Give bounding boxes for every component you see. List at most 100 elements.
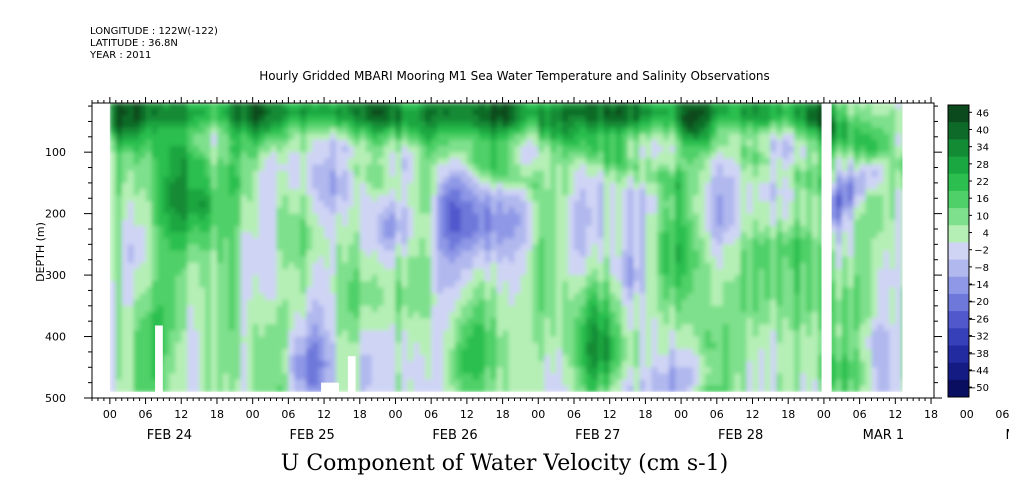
heatmap-cell: [199, 379, 206, 387]
heatmap-cell: [330, 268, 337, 276]
heatmap-cell: [312, 262, 319, 270]
heatmap-cell: [371, 367, 379, 375]
heatmap-cell: [591, 158, 599, 166]
heatmap-cell: [514, 225, 522, 233]
heatmap-cell: [609, 348, 617, 356]
heatmap-cell: [353, 305, 361, 313]
heatmap-cell: [359, 354, 367, 362]
heatmap-cell: [205, 225, 212, 233]
heatmap-cell: [276, 152, 284, 159]
heatmap-cell: [365, 262, 373, 270]
heatmap-cell: [526, 318, 533, 325]
heatmap-cell: [609, 189, 617, 196]
heatmap-cell: [710, 152, 718, 159]
heatmap-cell: [199, 164, 206, 172]
heatmap-cell: [449, 367, 456, 375]
heatmap-cell: [187, 250, 194, 258]
heatmap-cell: [454, 354, 462, 362]
heatmap-cell: [145, 189, 153, 196]
heatmap-cell: [199, 121, 206, 129]
heatmap-cell: [449, 133, 456, 141]
heatmap-cell: [651, 256, 658, 264]
heatmap-cell: [335, 121, 343, 129]
heatmap-cell: [538, 305, 545, 313]
heatmap-cell: [538, 244, 545, 252]
heatmap-cell: [532, 213, 539, 221]
heatmap-cell: [573, 152, 581, 159]
heatmap-cell: [157, 207, 165, 215]
heatmap-cell: [579, 318, 587, 325]
heatmap-cell: [687, 373, 694, 381]
heatmap-cell: [234, 367, 242, 375]
heatmap-cell: [205, 115, 212, 123]
heatmap-cell: [133, 318, 141, 325]
heatmap-cell: [472, 311, 480, 319]
heatmap-cell: [216, 268, 224, 276]
heatmap-cell: [544, 170, 551, 178]
heatmap-cell: [145, 379, 153, 387]
heatmap-cell: [270, 373, 278, 381]
heatmap-cell: [496, 256, 504, 264]
heatmap-cell: [710, 207, 718, 215]
heatmap-cell: [627, 385, 635, 393]
heatmap-cell: [371, 256, 379, 264]
heatmap-cell: [639, 176, 646, 184]
heatmap-cell: [121, 262, 129, 270]
heatmap-cell: [216, 213, 224, 221]
heatmap-cell: [615, 146, 623, 153]
heatmap-cell: [282, 299, 289, 307]
heatmap-cell: [193, 330, 200, 338]
heatmap-cell: [663, 244, 670, 252]
heatmap-cell: [341, 262, 349, 270]
heatmap-cell: [276, 354, 284, 362]
heatmap-cell: [121, 318, 129, 325]
heatmap-cell: [359, 361, 367, 368]
heatmap-cell: [294, 348, 301, 356]
heatmap-cell: [579, 109, 587, 116]
heatmap-cell: [496, 232, 504, 239]
heatmap-cell: [234, 139, 242, 147]
heatmap-cell: [383, 330, 391, 338]
heatmap-cell: [740, 121, 748, 129]
heatmap-cell: [460, 342, 468, 350]
heatmap-cell: [228, 139, 236, 147]
heatmap-cell: [133, 182, 141, 190]
heatmap-cell: [365, 250, 373, 258]
heatmap-cell: [133, 250, 141, 258]
heatmap-cell: [151, 342, 159, 350]
heatmap-cell: [175, 287, 182, 295]
heatmap-cell: [246, 213, 254, 221]
heatmap-cell: [389, 146, 397, 153]
heatmap-cell: [669, 170, 676, 178]
heatmap-cell: [460, 324, 468, 331]
heatmap-cell: [710, 244, 718, 252]
heatmap-cell: [276, 262, 284, 270]
heatmap-cell: [228, 311, 236, 319]
heatmap-cell: [514, 373, 522, 381]
heatmap-cell: [294, 361, 301, 368]
heatmap-cell: [264, 342, 272, 350]
heatmap-cell: [710, 232, 718, 239]
heatmap-cell: [145, 238, 153, 245]
heatmap-cell: [675, 336, 682, 344]
heatmap-cell: [449, 152, 456, 159]
heatmap-cell: [306, 158, 313, 166]
heatmap-cell: [211, 385, 218, 393]
heatmap-cell: [240, 219, 248, 227]
heatmap-cell: [401, 342, 408, 350]
heatmap-cell: [603, 238, 611, 245]
heatmap-cell: [359, 182, 367, 190]
heatmap-cell: [496, 299, 504, 307]
heatmap-cell: [276, 373, 284, 381]
heatmap-cell: [544, 146, 551, 153]
heatmap-cell: [139, 287, 147, 295]
heatmap-cell: [437, 361, 444, 368]
heatmap-cell: [157, 311, 165, 319]
heatmap-cell: [294, 373, 301, 381]
heatmap-cell: [639, 281, 646, 288]
heatmap-cell: [300, 354, 307, 362]
heatmap-cell: [395, 318, 403, 325]
heatmap-cell: [621, 262, 629, 270]
heatmap-cell: [502, 354, 510, 362]
heatmap-cell: [681, 152, 688, 159]
